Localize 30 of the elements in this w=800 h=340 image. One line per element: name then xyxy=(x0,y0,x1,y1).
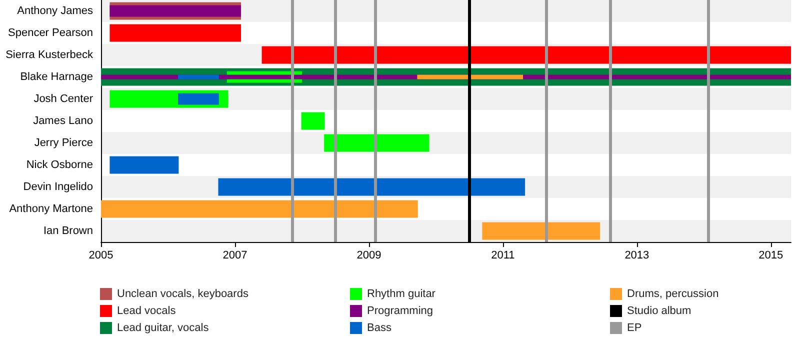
x-tick-label: 2009 xyxy=(356,250,382,262)
legend-label: Bass xyxy=(367,322,392,334)
y-tick-label: Josh Center xyxy=(34,93,94,105)
legend-label: Rhythm guitar xyxy=(367,288,436,300)
legend-label: Lead vocals xyxy=(117,305,176,317)
y-tick-label: Ian Brown xyxy=(43,225,93,237)
bar xyxy=(324,134,430,152)
legend-label: Drums, percussion xyxy=(627,288,719,300)
x-tick-label: 2005 xyxy=(88,250,114,262)
legend-label: Lead guitar, vocals xyxy=(117,322,210,334)
bar xyxy=(110,24,242,42)
x-tick-label: 2011 xyxy=(491,250,515,262)
y-tick-label: Spencer Pearson xyxy=(8,27,93,39)
legend-label: Programming xyxy=(367,305,434,317)
legend-label: Unclean vocals, keyboards xyxy=(117,288,249,300)
y-tick-label: Blake Harnage xyxy=(20,71,93,83)
bar xyxy=(301,112,325,130)
y-tick-label: Nick Osborne xyxy=(26,159,93,171)
x-tick-label: 2015 xyxy=(758,250,784,262)
x-tick-label: 2007 xyxy=(222,250,248,262)
y-tick-label: Anthony James xyxy=(17,5,94,17)
legend-label: Studio album xyxy=(627,305,692,317)
y-tick-label: Sierra Kusterbeck xyxy=(6,49,94,61)
bar xyxy=(482,222,600,240)
legend-label: EP xyxy=(627,322,642,334)
y-tick-label: Devin Ingelido xyxy=(23,181,93,193)
y-tick-label: Anthony Martone xyxy=(9,203,93,215)
y-tick-label: James Lano xyxy=(33,115,93,127)
x-tick-label: 2013 xyxy=(624,250,650,262)
y-tick-label: Jerry Pierce xyxy=(34,137,93,149)
